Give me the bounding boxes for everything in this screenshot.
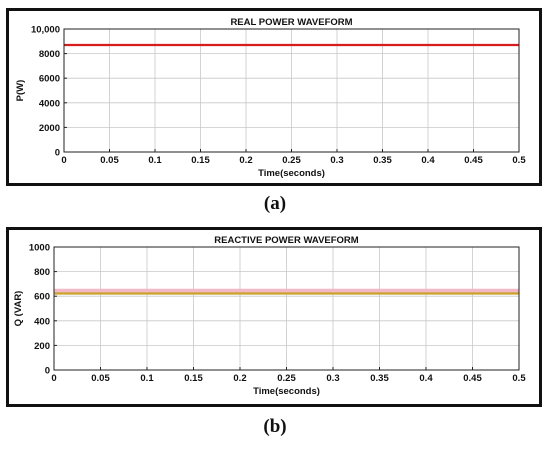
x-tick-label: 0.15 [184,373,203,384]
x-tick-label: 0 [51,373,56,384]
x-tick-label: 0.35 [373,155,392,166]
reactive-power-chart: 0 0.05 0.1 0.15 0.2 0.25 0.3 0.35 0.4 0.45 0.5 0 200… [13,235,526,397]
y-tick-label: 1000 [29,243,50,254]
x-tick-label: 0.25 [277,373,296,384]
x-tick-label: 0.4 [419,373,433,384]
x-tick-label: 0.2 [233,373,246,384]
x-tick-label: 0.05 [100,155,119,166]
x-tick-label: 0.2 [239,155,252,166]
y-tick-label: 600 [34,292,50,303]
y-tick-label: 800 [34,267,50,278]
x-tick-label: 0.35 [370,373,389,384]
x-tick-label: 0.3 [330,155,343,166]
y-tick-label: 400 [34,316,50,327]
y-tick-label: 2000 [39,123,60,134]
x-axis-label: Time(seconds) [253,386,320,397]
x-tick-label: 0.05 [91,373,110,384]
x-tick-label: 0.15 [191,155,210,166]
x-tick-label: 0.45 [463,373,482,384]
chart-title: REACTIVE POWER WAVEFORM [214,235,359,246]
x-tick-label: 0.5 [512,155,526,166]
x-tick-label: 0.45 [464,155,483,166]
x-tick-label: 0.5 [512,373,526,384]
x-tick-label: 0.1 [140,373,154,384]
chart-title: REAL POWER WAVEFORM [230,17,352,28]
x-tick-label: 0.3 [326,373,339,384]
y-tick-label: 0 [45,366,50,377]
y-tick-label: 10,000 [31,25,60,36]
x-axis-label: Time(seconds) [258,168,325,179]
reactive-power-chart-panel: 0 0.05 0.1 0.15 0.2 0.25 0.3 0.35 0.4 0.45 0.5 0 200… [6,227,542,407]
y-tick-label: 4000 [39,98,60,109]
real-power-chart-panel: 0 0.05 0.1 0.15 0.2 0.25 0.3 0.35 0.4 0.45 0.5 0 200… [6,8,542,186]
caption-b: (b) [263,416,287,437]
y-tick-label: 0 [55,148,60,159]
x-tick-label: 0 [61,155,66,166]
y-tick-label: 8000 [39,49,60,60]
y-tick-label: 6000 [39,74,60,85]
y-axis-label: Q (VAR) [13,291,24,327]
caption-a: (a) [263,193,287,214]
x-tick-label: 0.25 [282,155,301,166]
x-tick-label: 0.1 [148,155,162,166]
real-power-chart: 0 0.05 0.1 0.15 0.2 0.25 0.3 0.35 0.4 0.45 0.5 0 200… [15,17,526,179]
y-tick-label: 200 [34,341,50,352]
x-tick-label: 0.4 [421,155,435,166]
y-axis-label: P(W) [15,80,26,102]
